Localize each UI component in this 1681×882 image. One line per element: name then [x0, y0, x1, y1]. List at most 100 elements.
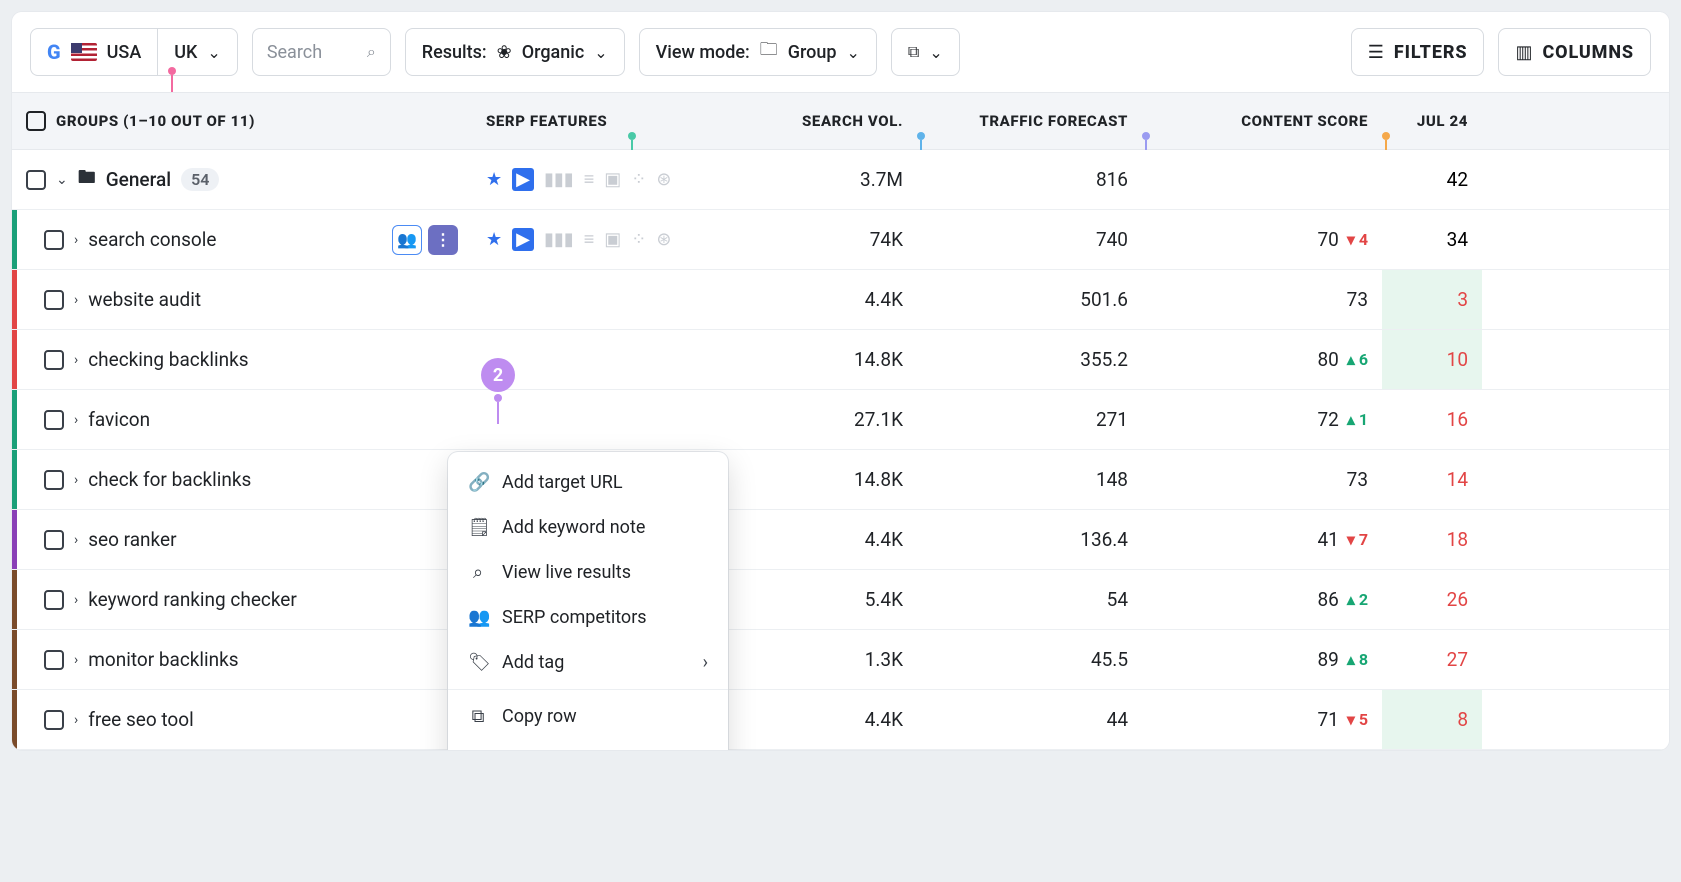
content-score-cell: 73: [1142, 454, 1382, 505]
forecast-cell: 740: [917, 214, 1142, 265]
viewmode-value: Group: [788, 42, 837, 63]
country-secondary-label: UK: [174, 42, 197, 63]
keyword-cell: › keyword ranking checker: [12, 574, 472, 625]
keyword-text: free seo tool: [88, 708, 193, 731]
row-checkbox[interactable]: [44, 710, 64, 730]
copy-dropdown[interactable]: ⧉ ⌄: [891, 28, 960, 76]
vol-cell: 27.1K: [742, 394, 917, 445]
keyword-text: website audit: [88, 288, 201, 311]
chevron-right-icon[interactable]: ›: [74, 412, 78, 428]
row-accent: [12, 630, 17, 689]
chevron-right-icon[interactable]: ›: [74, 472, 78, 488]
row-checkbox[interactable]: [44, 470, 64, 490]
ctx-add-tag[interactable]: 🏷 Add tag ›: [448, 640, 728, 685]
filters-button[interactable]: ☰ FILTERS: [1351, 28, 1485, 76]
keyword-cell: › check for backlinks: [12, 454, 472, 505]
chevron-right-icon[interactable]: ›: [74, 292, 78, 308]
chevron-right-icon[interactable]: ›: [74, 712, 78, 728]
people-icon: 👥: [468, 607, 488, 628]
country-secondary-button[interactable]: UK ⌄ 1: [157, 28, 238, 76]
ctx-serp-competitors[interactable]: 👥 SERP competitors: [448, 595, 728, 640]
select-all-checkbox[interactable]: [26, 111, 46, 131]
col-serp[interactable]: SERP FEATURES 3: [472, 94, 742, 148]
jul-cell: 8: [1382, 690, 1482, 749]
serp-competitors-button[interactable]: 👥: [392, 225, 422, 255]
filters-label: FILTERS: [1394, 42, 1468, 63]
row-accent: [12, 330, 17, 389]
score-delta: ▾ 5: [1347, 710, 1368, 729]
ctx-copy-row[interactable]: ⧉ Copy row: [448, 694, 728, 739]
search-input[interactable]: [267, 42, 357, 63]
keyword-cell: › favicon: [12, 394, 472, 445]
chevron-right-icon[interactable]: ›: [74, 652, 78, 668]
col-serp-label: SERP FEATURES: [486, 112, 607, 130]
chevron-right-icon[interactable]: ›: [74, 352, 78, 368]
col-forecast[interactable]: TRAFFIC FORECAST 5: [917, 94, 1142, 148]
vol-cell: 4.4K: [742, 514, 917, 565]
results-dropdown[interactable]: Results: ❀ Organic ⌄: [405, 28, 625, 76]
row-checkbox[interactable]: [44, 530, 64, 550]
folder-icon: 🖿: [78, 165, 96, 195]
chevron-right-icon[interactable]: ›: [74, 532, 78, 548]
row-checkbox[interactable]: [44, 350, 64, 370]
ctx-view-live-results[interactable]: ⌕ View live results: [448, 550, 728, 595]
row-checkbox[interactable]: [44, 290, 64, 310]
jul-cell: 10: [1382, 330, 1482, 389]
row-accent: [12, 390, 17, 449]
ctx-add-target-url[interactable]: 🔗 Add target URL: [448, 460, 728, 505]
serp-star-icon: ★: [486, 169, 502, 190]
keyword-text: check for backlinks: [88, 468, 251, 491]
keyword-cell: › seo ranker: [12, 514, 472, 565]
table-row[interactable]: › keyword ranking checker 5.4K5486▴ 226: [12, 570, 1669, 630]
group-name: General: [106, 168, 171, 191]
table-row[interactable]: › monitor backlinks ★▶▮▮▮≡▣⁘⊛1.3K45.589▴…: [12, 630, 1669, 690]
row-menu-button[interactable]: ⋮: [428, 225, 458, 255]
vol-cell: 1.3K: [742, 634, 917, 685]
table-row[interactable]: › free seo tool ★▣⁘⊛4.4K4471▾ 58: [12, 690, 1669, 750]
note-icon: 🗒: [468, 517, 488, 538]
ctx-add-keyword-note[interactable]: 🗒 Add keyword note: [448, 505, 728, 550]
col-content[interactable]: CONTENT SCORE 6: [1142, 94, 1382, 148]
columns-button[interactable]: ▥ COLUMNS: [1498, 28, 1651, 76]
score-delta: ▴ 6: [1347, 350, 1368, 369]
vol-cell: 74K: [742, 214, 917, 265]
country-selector: G USA UK ⌄ 1: [30, 28, 238, 76]
chevron-down-icon: ⌄: [594, 43, 607, 62]
columns-icon: ▥: [1515, 42, 1532, 63]
forecast-cell: 136.4: [917, 514, 1142, 565]
score-delta: ▾ 7: [1347, 530, 1368, 549]
row-checkbox[interactable]: [44, 230, 64, 250]
country-primary-button[interactable]: G USA: [30, 28, 157, 76]
table-row[interactable]: › search console 👥 ⋮ ★▶▮▮▮≡▣⁘⊛74K74070▾ …: [12, 210, 1669, 270]
col-jul[interactable]: JUL 24: [1382, 94, 1482, 148]
viewmode-dropdown[interactable]: View mode: 🗀 Group ⌄: [639, 28, 877, 76]
ctx-delete-keyword[interactable]: 🗑 Delete keyword: [448, 739, 728, 750]
table-row[interactable]: › website audit 4.4K501.6733: [12, 270, 1669, 330]
vol-cell: 14.8K: [742, 334, 917, 385]
row-checkbox[interactable]: [44, 590, 64, 610]
table-row[interactable]: › favicon 27.1K27172▴ 116: [12, 390, 1669, 450]
country-primary-label: USA: [107, 42, 142, 63]
row-checkbox[interactable]: [44, 650, 64, 670]
forecast-cell: 44: [917, 694, 1142, 745]
col-vol[interactable]: SEARCH VOL. 4: [742, 94, 917, 148]
serp-img-icon: ▣: [604, 229, 621, 250]
row-checkbox[interactable]: [44, 410, 64, 430]
chevron-down-icon[interactable]: ⌄: [56, 172, 68, 188]
context-menu: 2 🔗 Add target URL 🗒 Add keyword note ⌕ …: [448, 452, 728, 750]
table-row[interactable]: › check for backlinks 14.8K1487314: [12, 450, 1669, 510]
serp-lines-icon: ≡: [584, 229, 595, 250]
chevron-right-icon[interactable]: ›: [74, 592, 78, 608]
table-row[interactable]: › seo ranker 4.4K136.441▾ 718: [12, 510, 1669, 570]
forecast-cell: 355.2: [917, 334, 1142, 385]
table-body: ⌄ 🖿 General 54 ★ ▶ ▮▮▮ ≡ ▣ ⁘ ⊛ 3.7M 816 …: [12, 150, 1669, 750]
table-row[interactable]: › checking backlinks 14.8K355.280▴ 610: [12, 330, 1669, 390]
row-checkbox[interactable]: [26, 170, 46, 190]
content-score-cell: 71▾ 5: [1142, 694, 1382, 745]
serp-cell: [472, 286, 742, 314]
chevron-right-icon[interactable]: ›: [74, 232, 78, 248]
col-groups[interactable]: GROUPS (1–10 OUT OF 11): [12, 93, 472, 149]
group-row[interactable]: ⌄ 🖿 General 54 ★ ▶ ▮▮▮ ≡ ▣ ⁘ ⊛ 3.7M 816 …: [12, 150, 1669, 210]
ctx-label: Add target URL: [502, 472, 623, 493]
table-header: GROUPS (1–10 OUT OF 11) SERP FEATURES 3 …: [12, 92, 1669, 150]
